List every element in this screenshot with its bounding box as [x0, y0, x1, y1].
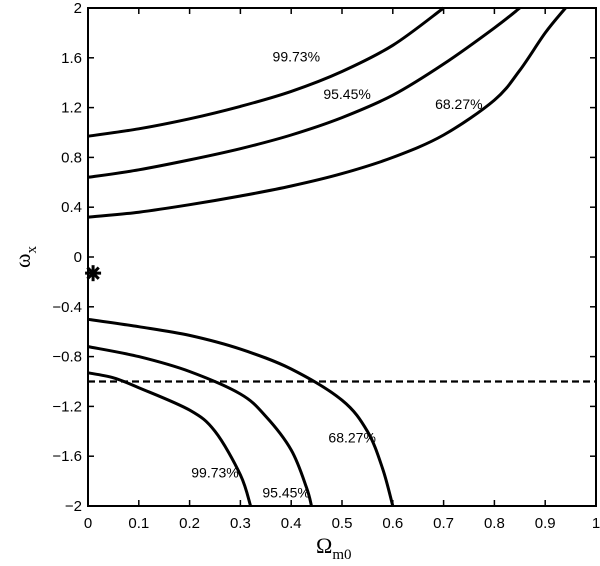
y-tick-label: 0.8: [61, 149, 82, 166]
y-tick-label: −0.4: [52, 299, 82, 316]
x-tick-label: 0: [84, 515, 92, 532]
contour-99-73pct-lower: [87, 371, 253, 507]
x-tick-label: 0.3: [230, 515, 251, 532]
contour-annotation: 68.27%: [328, 430, 375, 446]
contour-annotations: 99.73% 95.45% 68.27% 68.27% 99.73% 95.45%: [191, 49, 482, 501]
x-axis-symbol: Ω: [316, 533, 332, 558]
y-tick-label: −0.8: [52, 349, 82, 366]
y-tick-label: 0.4: [61, 199, 82, 216]
contour-annotation: 95.45%: [262, 484, 309, 500]
asterisk-stroke: [86, 266, 100, 280]
contour-annotation: 95.45%: [323, 86, 370, 102]
x-tick-label: 0.9: [535, 515, 556, 532]
contour-68-27pct-lower: [87, 317, 395, 507]
x-tick-label: 0.4: [281, 515, 302, 532]
x-axis-subscript: m0: [332, 547, 351, 563]
y-tick-label: 0: [74, 249, 82, 266]
y-axis-ticks: −2 −1.6 −1.2 −0.8 −0.4 0 0.4 0.8 1.2 1.6 2: [52, 0, 596, 515]
contour-95-45pct-upper: [87, 6, 521, 179]
contour-annotation: 68.27%: [435, 96, 482, 112]
y-tick-label: 2: [74, 0, 82, 17]
contour-68-27pct-upper: [87, 7, 567, 219]
contour-lines: [87, 6, 567, 507]
y-axis-label: ωx: [10, 246, 40, 268]
best-fit-marker: [85, 265, 102, 282]
contour-annotation: 99.73%: [273, 49, 320, 65]
x-tick-label: 0.6: [382, 515, 403, 532]
y-tick-label: −1.2: [52, 398, 82, 415]
x-tick-label: 0.1: [128, 515, 149, 532]
contour-annotation: 99.73%: [191, 464, 238, 480]
y-tick-label: −1.6: [52, 448, 82, 465]
x-axis-ticks: 0 0.1 0.2 0.3 0.4 0.5 0.6 0.7 0.8 0.9 1: [84, 8, 600, 532]
x-tick-label: 0.2: [179, 515, 200, 532]
y-tick-label: 1.2: [61, 100, 82, 117]
contour-99-73pct-upper: [87, 6, 445, 138]
x-tick-label: 0.8: [484, 515, 505, 532]
y-axis-symbol: ω: [10, 254, 35, 268]
contour-95-45pct-lower: [87, 345, 313, 507]
x-axis-label: Ωm0: [316, 533, 352, 563]
x-tick-label: 0.5: [332, 515, 353, 532]
y-tick-label: −2: [65, 498, 82, 515]
x-tick-label: 1: [592, 515, 600, 532]
y-tick-label: 1.6: [61, 50, 82, 67]
y-axis-subscript: x: [24, 246, 40, 254]
x-tick-label: 0.7: [433, 515, 454, 532]
